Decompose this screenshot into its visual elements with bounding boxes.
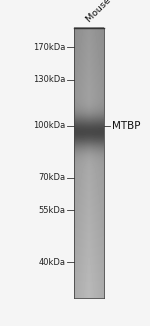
Text: 70kDa: 70kDa <box>38 173 65 182</box>
Text: 40kDa: 40kDa <box>38 258 65 267</box>
Text: 100kDa: 100kDa <box>33 121 65 130</box>
Text: 170kDa: 170kDa <box>33 43 65 52</box>
Text: MTBP: MTBP <box>112 121 140 130</box>
Text: Mouse spleen: Mouse spleen <box>84 0 137 24</box>
Text: 55kDa: 55kDa <box>38 206 65 215</box>
Text: 130kDa: 130kDa <box>33 75 65 84</box>
